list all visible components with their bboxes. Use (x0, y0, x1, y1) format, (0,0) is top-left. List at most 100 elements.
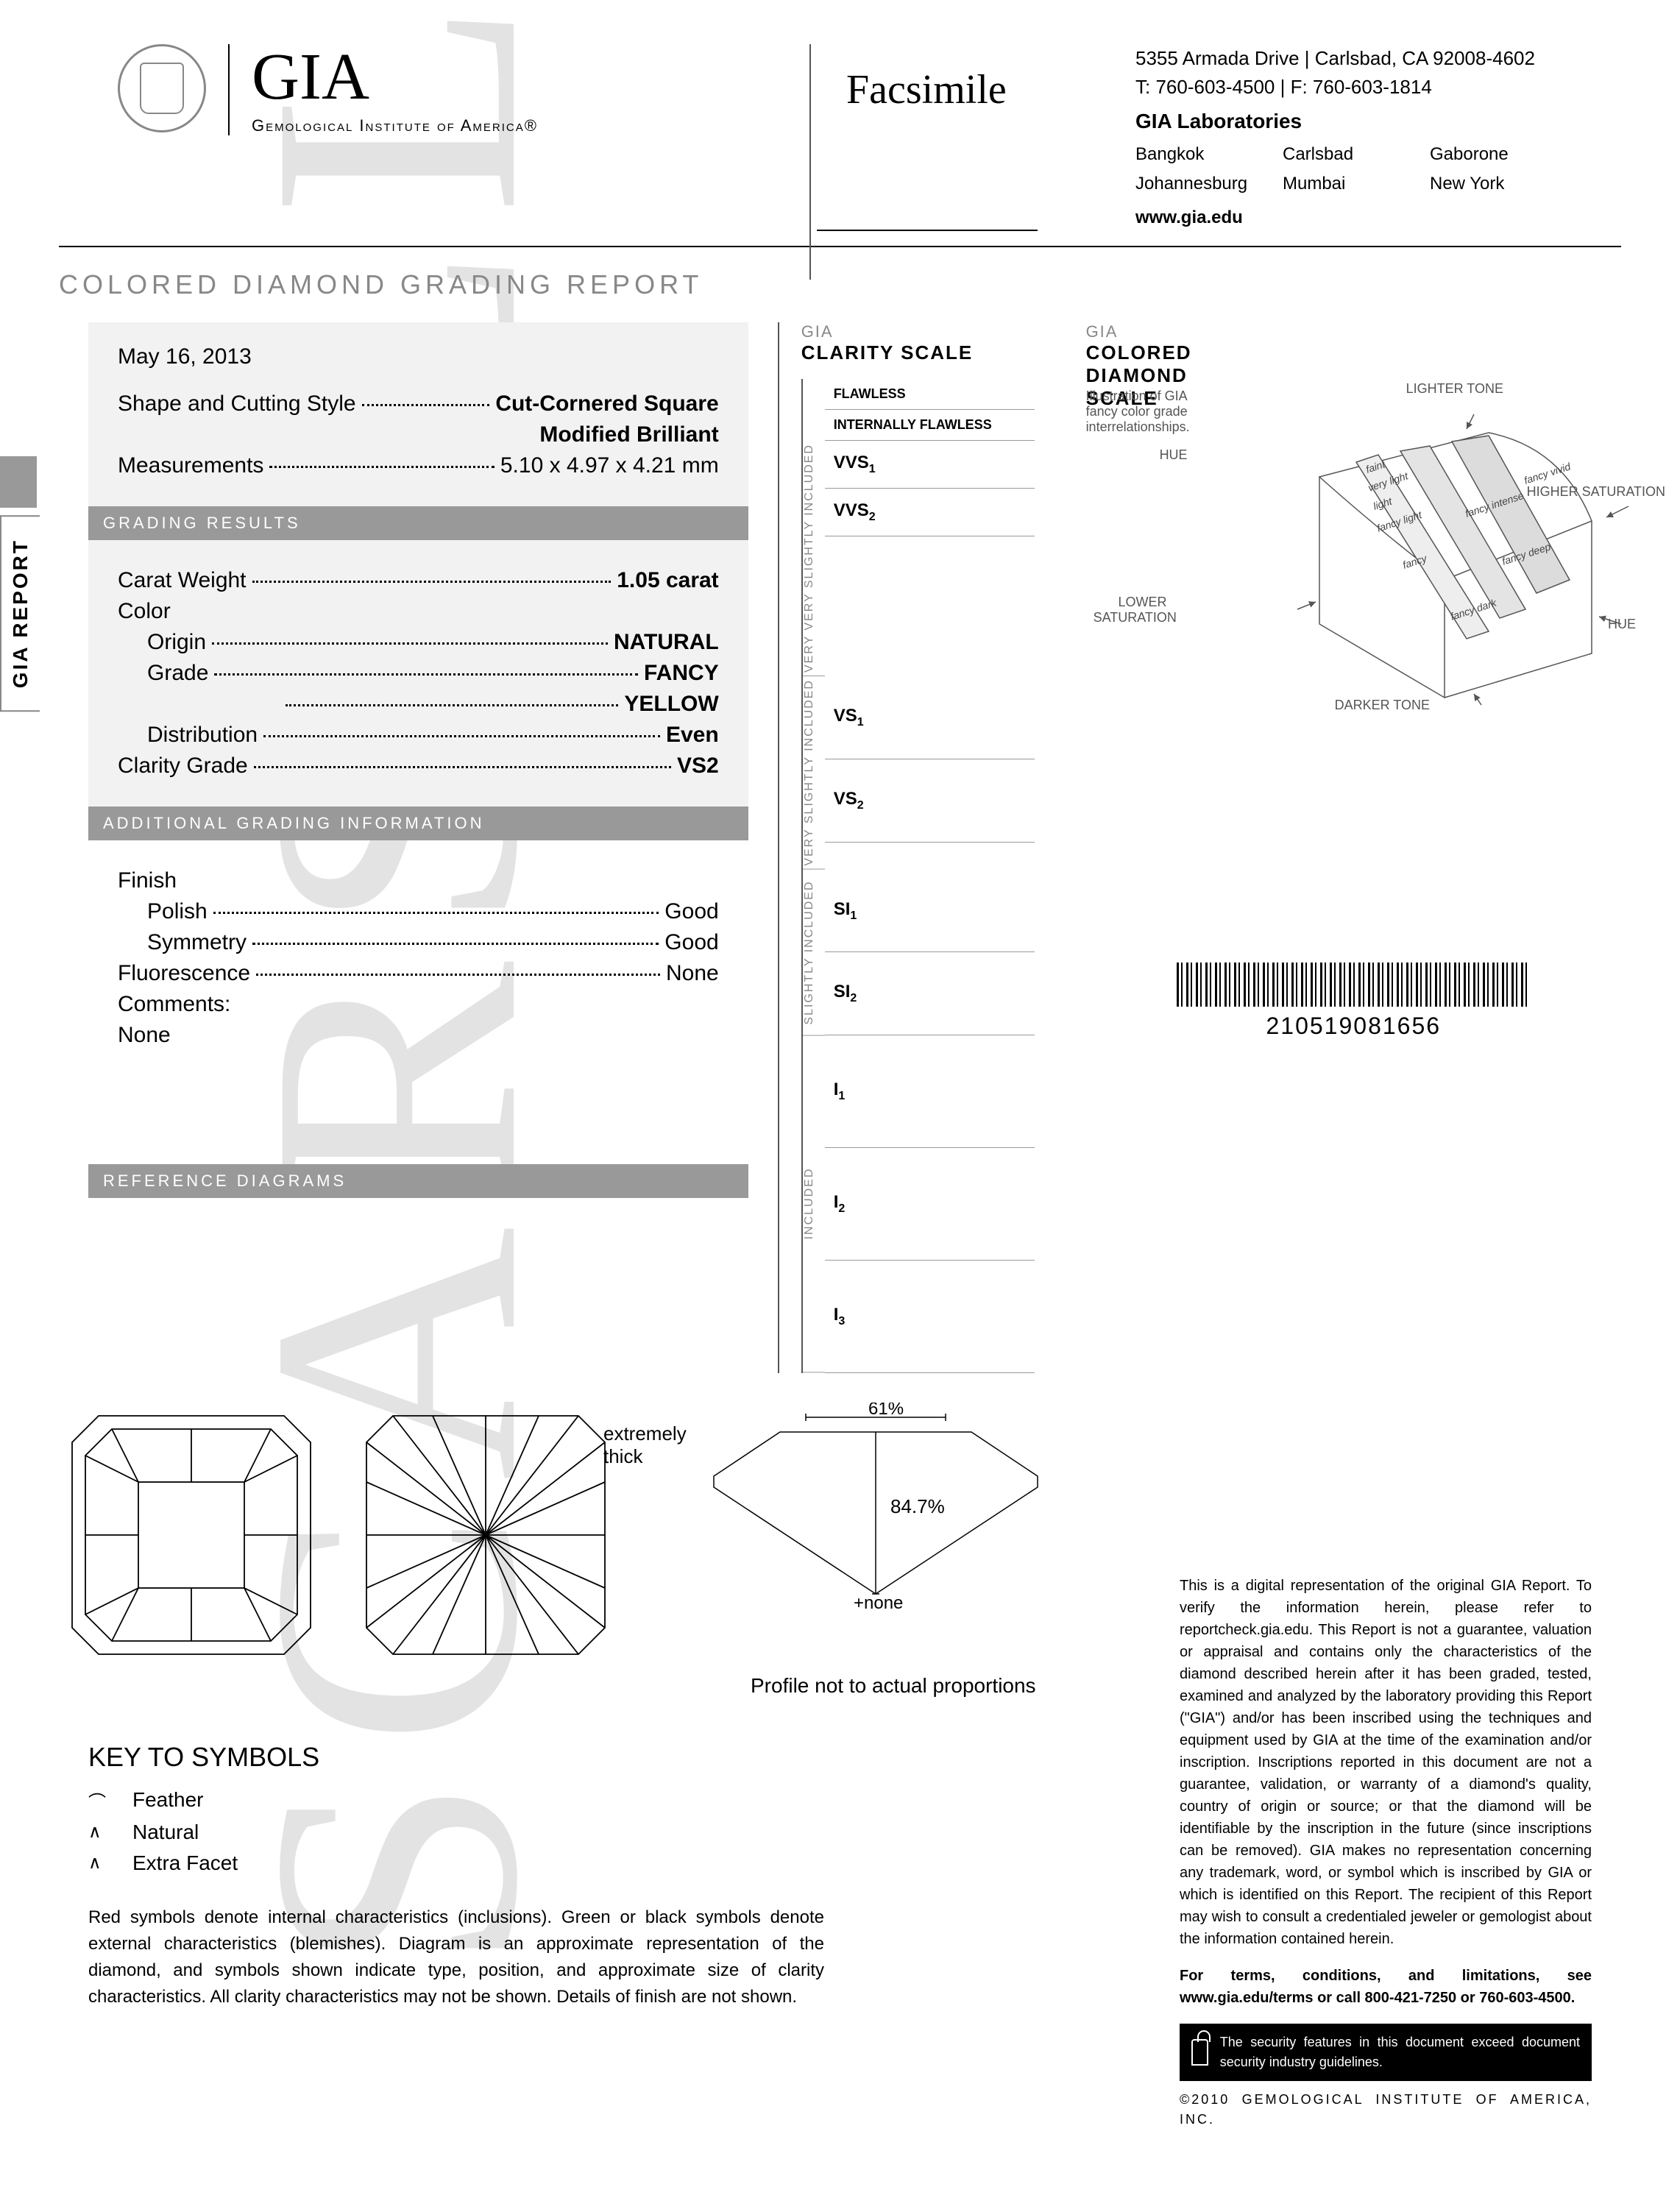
finish-label: Finish (118, 868, 177, 893)
clarity-scale: GIA CLARITY SCALE FLAWLESSINTERNALLY FLA… (778, 322, 1057, 1373)
measurements-label: Measurements (118, 453, 263, 478)
city: Mumbai (1283, 171, 1415, 197)
carat-value: 1.05 carat (617, 568, 718, 593)
polish-value: Good (664, 899, 718, 924)
clarity-grade: FLAWLESS (825, 379, 1035, 410)
clarity-group-label: VERY SLIGHTLY INCLUDED (803, 676, 825, 870)
polish-label: Polish (147, 899, 208, 924)
svg-text:fancy vivid: fancy vivid (1523, 460, 1573, 486)
clarity-title: CLARITY SCALE (801, 341, 1035, 364)
diamond-top-diagram (59, 1403, 324, 1667)
side-accent (0, 456, 37, 508)
clarity-group-label: VERY VERY SLIGHTLY INCLUDED (803, 441, 825, 676)
grading-header: GRADING RESULTS (88, 506, 748, 540)
shape-value: Cut-Cornered Square (495, 391, 718, 417)
city: Gaborone (1430, 141, 1562, 168)
clarity-grade: VVS2 (825, 489, 1035, 536)
key-symbol: ∧ (88, 1852, 118, 1874)
copyright: ©2010 GEMOLOGICAL INSTITUTE OF AMERICA, … (1180, 2090, 1592, 2130)
label-higher: HIGHER SATURATION (1527, 484, 1665, 500)
svg-text:84.7%: 84.7% (890, 1495, 945, 1517)
key-symbol: ∧ (88, 1821, 118, 1843)
header: GIA Gemological Institute of America® Fa… (59, 0, 1621, 247)
phone: T: 760-603-4500 | F: 760-603-1814 (1135, 73, 1562, 102)
key-label: Feather (132, 1788, 204, 1812)
clarity-grade: INTERNALLY FLAWLESS (825, 410, 1035, 441)
clarity-group-label: SLIGHTLY INCLUDED (803, 870, 825, 1036)
side-tab: GIA REPORT (0, 515, 40, 712)
girdle-label: extremely thick (603, 1422, 692, 1468)
additional-header: ADDITIONAL GRADING INFORMATION (88, 807, 748, 840)
website: www.gia.edu (1135, 205, 1562, 231)
disclaimer-terms: For terms, conditions, and limitations, … (1180, 1965, 1592, 2009)
contact-block: 5355 Armada Drive | Carlsbad, CA 92008-4… (1135, 44, 1562, 231)
measurements-value: 5.10 x 4.97 x 4.21 mm (500, 453, 719, 478)
clarity-group-label (803, 379, 825, 441)
doc-type: Facsimile (817, 44, 1038, 231)
barcode: 210519081656 (1086, 963, 1621, 1040)
clarity-group-label: INCLUDED (803, 1035, 825, 1372)
clarity-grade: VVS1 (825, 441, 1035, 489)
comments-label: Comments: (118, 992, 230, 1017)
origin-label: Origin (147, 630, 206, 655)
label-hue: HUE (1608, 617, 1636, 632)
grade-value2: YELLOW (624, 692, 718, 717)
gia-seal (118, 44, 206, 132)
profile-caption: Profile not to actual proportions (751, 1674, 1060, 1698)
basic-info-block: May 16, 2013 Shape and Cutting Style Cut… (88, 322, 748, 506)
fluor-value: None (666, 961, 719, 986)
fluor-label: Fluorescence (118, 961, 250, 986)
city: Bangkok (1135, 141, 1268, 168)
clarity-grade: VS1 (825, 676, 1035, 759)
barcode-bars (1177, 963, 1530, 1007)
clarity-grade: I1 (825, 1035, 1035, 1148)
security-box: The security features in this document e… (1180, 2024, 1592, 2081)
symmetry-value: Good (664, 930, 718, 955)
clarity-grade: SI2 (825, 952, 1035, 1035)
org-logo: GIA (252, 44, 538, 110)
clarity-value: VS2 (677, 754, 719, 779)
key-note: Red symbols denote internal characterist… (88, 1904, 824, 2010)
color-label: Color (118, 599, 171, 624)
label-lower: LOWER SATURATION (1094, 595, 1167, 625)
security-text: The security features in this document e… (1220, 2032, 1580, 2072)
report-date: May 16, 2013 (118, 344, 719, 369)
key-symbol: ⌒ (88, 1787, 118, 1813)
dist-label: Distribution (147, 723, 258, 748)
clarity-grade: I2 (825, 1148, 1035, 1261)
org-subtitle: Gemological Institute of America® (252, 116, 538, 135)
cube-caption: Illustration of GIA fancy color grade in… (1086, 389, 1219, 435)
disclaimer-text: This is a digital representation of the … (1180, 1575, 1592, 1950)
clarity-grade: SI1 (825, 870, 1035, 953)
city: New York (1430, 171, 1562, 197)
symmetry-label: Symmetry (147, 930, 247, 955)
key-label: Natural (132, 1821, 199, 1844)
report-title: COLORED DIAMOND GRADING REPORT (59, 269, 1680, 300)
profile-diagram: 61% 84.7% +none extremely thick Profile … (692, 1403, 1060, 1698)
additional-block: Finish Polish Good Symmetry Good Fluores… (88, 840, 748, 1076)
lock-icon (1191, 2039, 1208, 2066)
carat-label: Carat Weight (118, 568, 247, 593)
address: 5355 Armada Drive | Carlsbad, CA 92008-4… (1135, 44, 1562, 73)
clarity-label: Clarity Grade (118, 754, 248, 779)
color-cube-diagram: Illustration of GIA fancy color grade in… (1086, 389, 1621, 756)
diamond-bottom-diagram (353, 1403, 618, 1667)
clarity-grade: I3 (825, 1261, 1035, 1373)
shape-value2: Modified Brilliant (539, 422, 718, 447)
grading-block: Carat Weight 1.05 carat Color Origin NAT… (88, 540, 748, 807)
disclaimer: This is a digital representation of the … (1180, 1575, 1592, 2130)
reference-header: REFERENCE DIAGRAMS (88, 1164, 748, 1198)
origin-value: NATURAL (614, 630, 719, 655)
svg-text:61%: 61% (868, 1403, 904, 1419)
label-hue2: HUE (1160, 447, 1188, 463)
comments-value: None (118, 1023, 171, 1048)
shape-label: Shape and Cutting Style (118, 391, 356, 417)
label-lighter: LIGHTER TONE (1406, 381, 1503, 397)
dist-value: Even (666, 723, 719, 748)
header-divider (809, 44, 811, 280)
labs-title: GIA Laboratories (1135, 106, 1562, 137)
key-label: Extra Facet (132, 1851, 238, 1875)
city: Carlsbad (1283, 141, 1415, 168)
grade-label: Grade (147, 661, 208, 686)
city: Johannesburg (1135, 171, 1268, 197)
